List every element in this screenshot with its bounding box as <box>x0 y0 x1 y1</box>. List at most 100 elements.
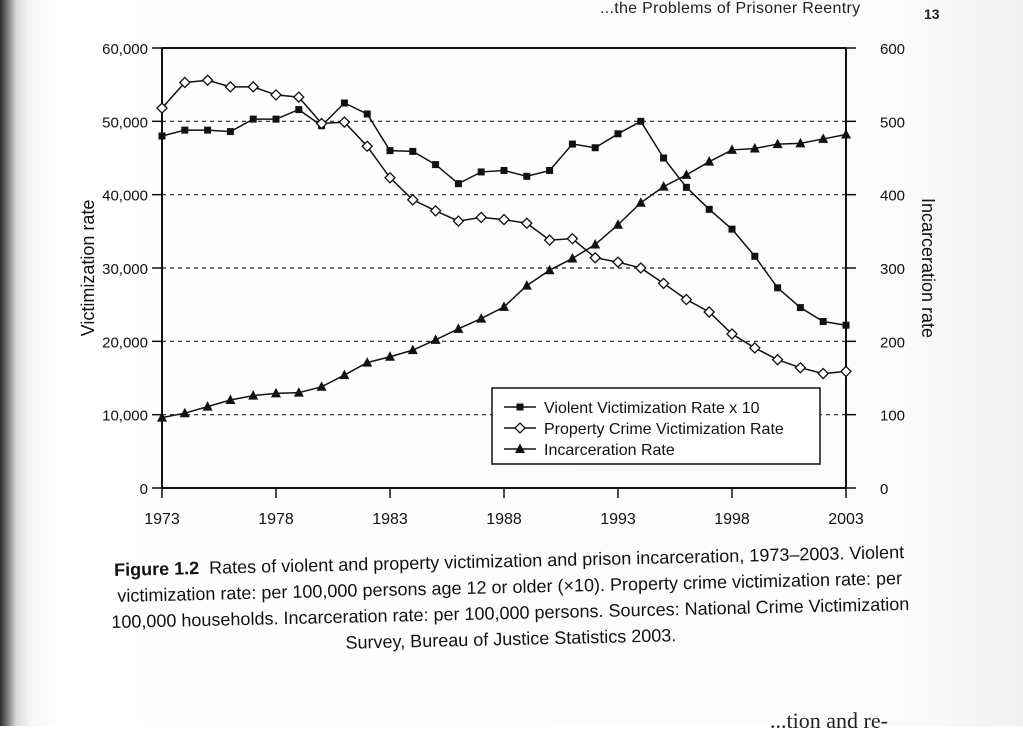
point-incarceration-rate-1973 <box>157 412 167 422</box>
point-incarceration-rate-2002 <box>818 133 829 143</box>
figure-label: Figure 1.2 <box>113 558 200 580</box>
point-violent-victimization-rate-x-10-1993 <box>614 130 622 138</box>
point-property-crime-victimization-rate-1997 <box>703 306 716 318</box>
y2-tick-label-500: 500 <box>880 114 905 131</box>
point-property-crime-victimization-rate-1998 <box>726 328 738 340</box>
point-violent-victimization-rate-x-10-1976 <box>226 128 234 136</box>
point-incarceration-rate-1979 <box>293 387 304 397</box>
body-text-fragment: ...tion and re- <box>770 708 888 733</box>
point-violent-victimization-rate-x-10-1986 <box>454 180 462 188</box>
point-property-crime-victimization-rate-1999 <box>748 342 761 354</box>
axes: 0 10,000 20,000 30,000 40,000 50,000 60,000 0 10… <box>78 41 938 528</box>
point-property-crime-victimization-rate-1984 <box>406 193 419 206</box>
point-incarceration-rate-1999 <box>749 142 760 153</box>
legend-marker-violent-victimization-rate-x-10 <box>516 403 524 411</box>
y2-tick-label-300: 300 <box>880 261 905 278</box>
point-incarceration-rate-1977 <box>248 390 259 400</box>
point-property-crime-victimization-rate-1990 <box>543 234 556 247</box>
point-violent-victimization-rate-x-10-2001 <box>796 304 804 312</box>
point-violent-victimization-rate-x-10-1989 <box>523 172 531 180</box>
point-incarceration-rate-1982 <box>362 357 373 367</box>
point-property-crime-victimization-rate-1982 <box>361 140 374 153</box>
x-tick-label-1973: 1973 <box>144 511 180 528</box>
point-violent-victimization-rate-x-10-1983 <box>386 147 394 155</box>
y-tick-label-50000: 50,000 <box>102 114 148 131</box>
point-violent-victimization-rate-x-10-1991 <box>568 140 576 148</box>
legend-label-incarceration-rate: Incarceration Rate <box>544 442 675 459</box>
gridlines <box>162 120 846 416</box>
point-incarceration-rate-1983 <box>385 351 395 361</box>
point-violent-victimization-rate-x-10-1985 <box>432 161 440 169</box>
point-property-crime-victimization-rate-2003 <box>840 365 852 378</box>
point-incarceration-rate-2001 <box>795 137 806 148</box>
point-violent-victimization-rate-x-10-2000 <box>774 284 782 292</box>
series-incarceration-rate <box>157 129 851 422</box>
running-head: ...the Problems of Prisoner Reentry <box>600 0 861 17</box>
point-violent-victimization-rate-x-10-1974 <box>181 126 189 134</box>
figure-caption: Figure 1.2 Rates of violent and property … <box>99 539 921 662</box>
point-property-crime-victimization-rate-1980 <box>315 117 328 130</box>
x-tick-label-2003: 2003 <box>828 511 864 528</box>
point-violent-victimization-rate-x-10-1977 <box>249 115 257 123</box>
point-property-crime-victimization-rate-1993 <box>612 256 624 269</box>
point-violent-victimization-rate-x-10-1988 <box>500 166 508 174</box>
point-incarceration-rate-1990 <box>544 264 555 275</box>
legend-box <box>491 387 821 465</box>
page-number: 13 <box>924 6 940 22</box>
series-violent-victimization-rate-x-10 <box>158 99 850 329</box>
point-property-crime-victimization-rate-1981 <box>338 116 351 128</box>
y-tick-label-0: 0 <box>140 481 148 498</box>
point-property-crime-victimization-rate-1973 <box>156 102 168 115</box>
point-violent-victimization-rate-x-10-1992 <box>591 144 599 152</box>
point-property-crime-victimization-rate-1994 <box>634 262 647 274</box>
point-incarceration-rate-1998 <box>727 144 737 154</box>
point-incarceration-rate-1992 <box>590 239 601 249</box>
y-tick-label-20000: 20,000 <box>102 334 148 351</box>
point-property-crime-victimization-rate-1987 <box>475 211 488 224</box>
point-property-crime-victimization-rate-1983 <box>384 171 396 184</box>
x-tick-label-1998: 1998 <box>714 511 750 528</box>
y-tick-label-40000: 40,000 <box>102 188 148 205</box>
point-property-crime-victimization-rate-1992 <box>589 251 602 264</box>
y2-axis-title: Incarceration rate <box>918 198 938 338</box>
y-tick-label-30000: 30,000 <box>102 261 148 278</box>
series-line-property-crime-victimization-rate <box>161 79 847 375</box>
legend-marker-property-crime-victimization-rate <box>514 422 526 434</box>
point-property-crime-victimization-rate-1975 <box>201 74 214 87</box>
y-tick-label-10000: 10,000 <box>102 408 148 425</box>
point-violent-victimization-rate-x-10-1997 <box>705 205 713 213</box>
point-property-crime-victimization-rate-1988 <box>498 213 510 226</box>
point-incarceration-rate-2000 <box>772 138 783 149</box>
series-property-crime-victimization-rate <box>156 74 852 380</box>
point-incarceration-rate-1996 <box>681 169 692 179</box>
point-incarceration-rate-1995 <box>658 181 669 191</box>
y2-tick-label-100: 100 <box>880 408 905 425</box>
point-violent-victimization-rate-x-10-1994 <box>637 117 645 125</box>
point-incarceration-rate-1989 <box>521 280 532 290</box>
point-incarceration-rate-1976 <box>225 394 236 404</box>
point-incarceration-rate-1975 <box>202 401 213 411</box>
series-lines <box>156 74 852 422</box>
point-property-crime-victimization-rate-1976 <box>224 80 237 93</box>
point-violent-victimization-rate-x-10-1998 <box>728 225 736 233</box>
point-violent-victimization-rate-x-10-1973 <box>158 132 166 140</box>
point-incarceration-rate-1974 <box>179 407 190 418</box>
point-violent-victimization-rate-x-10-1979 <box>295 106 303 114</box>
y-axis-title: Victimization rate <box>78 200 98 337</box>
point-incarceration-rate-1993 <box>613 219 623 229</box>
point-property-crime-victimization-rate-1974 <box>178 76 191 89</box>
point-violent-victimization-rate-x-10-2002 <box>819 318 827 326</box>
figure-caption-text: Rates of violent and property victimizat… <box>111 542 910 653</box>
legend-marker-incarceration-rate <box>515 443 525 453</box>
point-property-crime-victimization-rate-1978 <box>270 89 282 101</box>
point-violent-victimization-rate-x-10-1975 <box>204 126 212 134</box>
point-incarceration-rate-1988 <box>499 301 509 311</box>
point-property-crime-victimization-rate-1985 <box>429 204 442 217</box>
legend-label-property-crime-victimization-rate: Property Crime Victimization Rate <box>544 421 784 438</box>
point-incarceration-rate-1984 <box>407 344 418 355</box>
y-tick-label-60000: 60,000 <box>102 41 148 58</box>
point-incarceration-rate-1991 <box>567 252 578 263</box>
x-tick-label-1978: 1978 <box>258 511 294 528</box>
point-property-crime-victimization-rate-2002 <box>817 367 830 380</box>
